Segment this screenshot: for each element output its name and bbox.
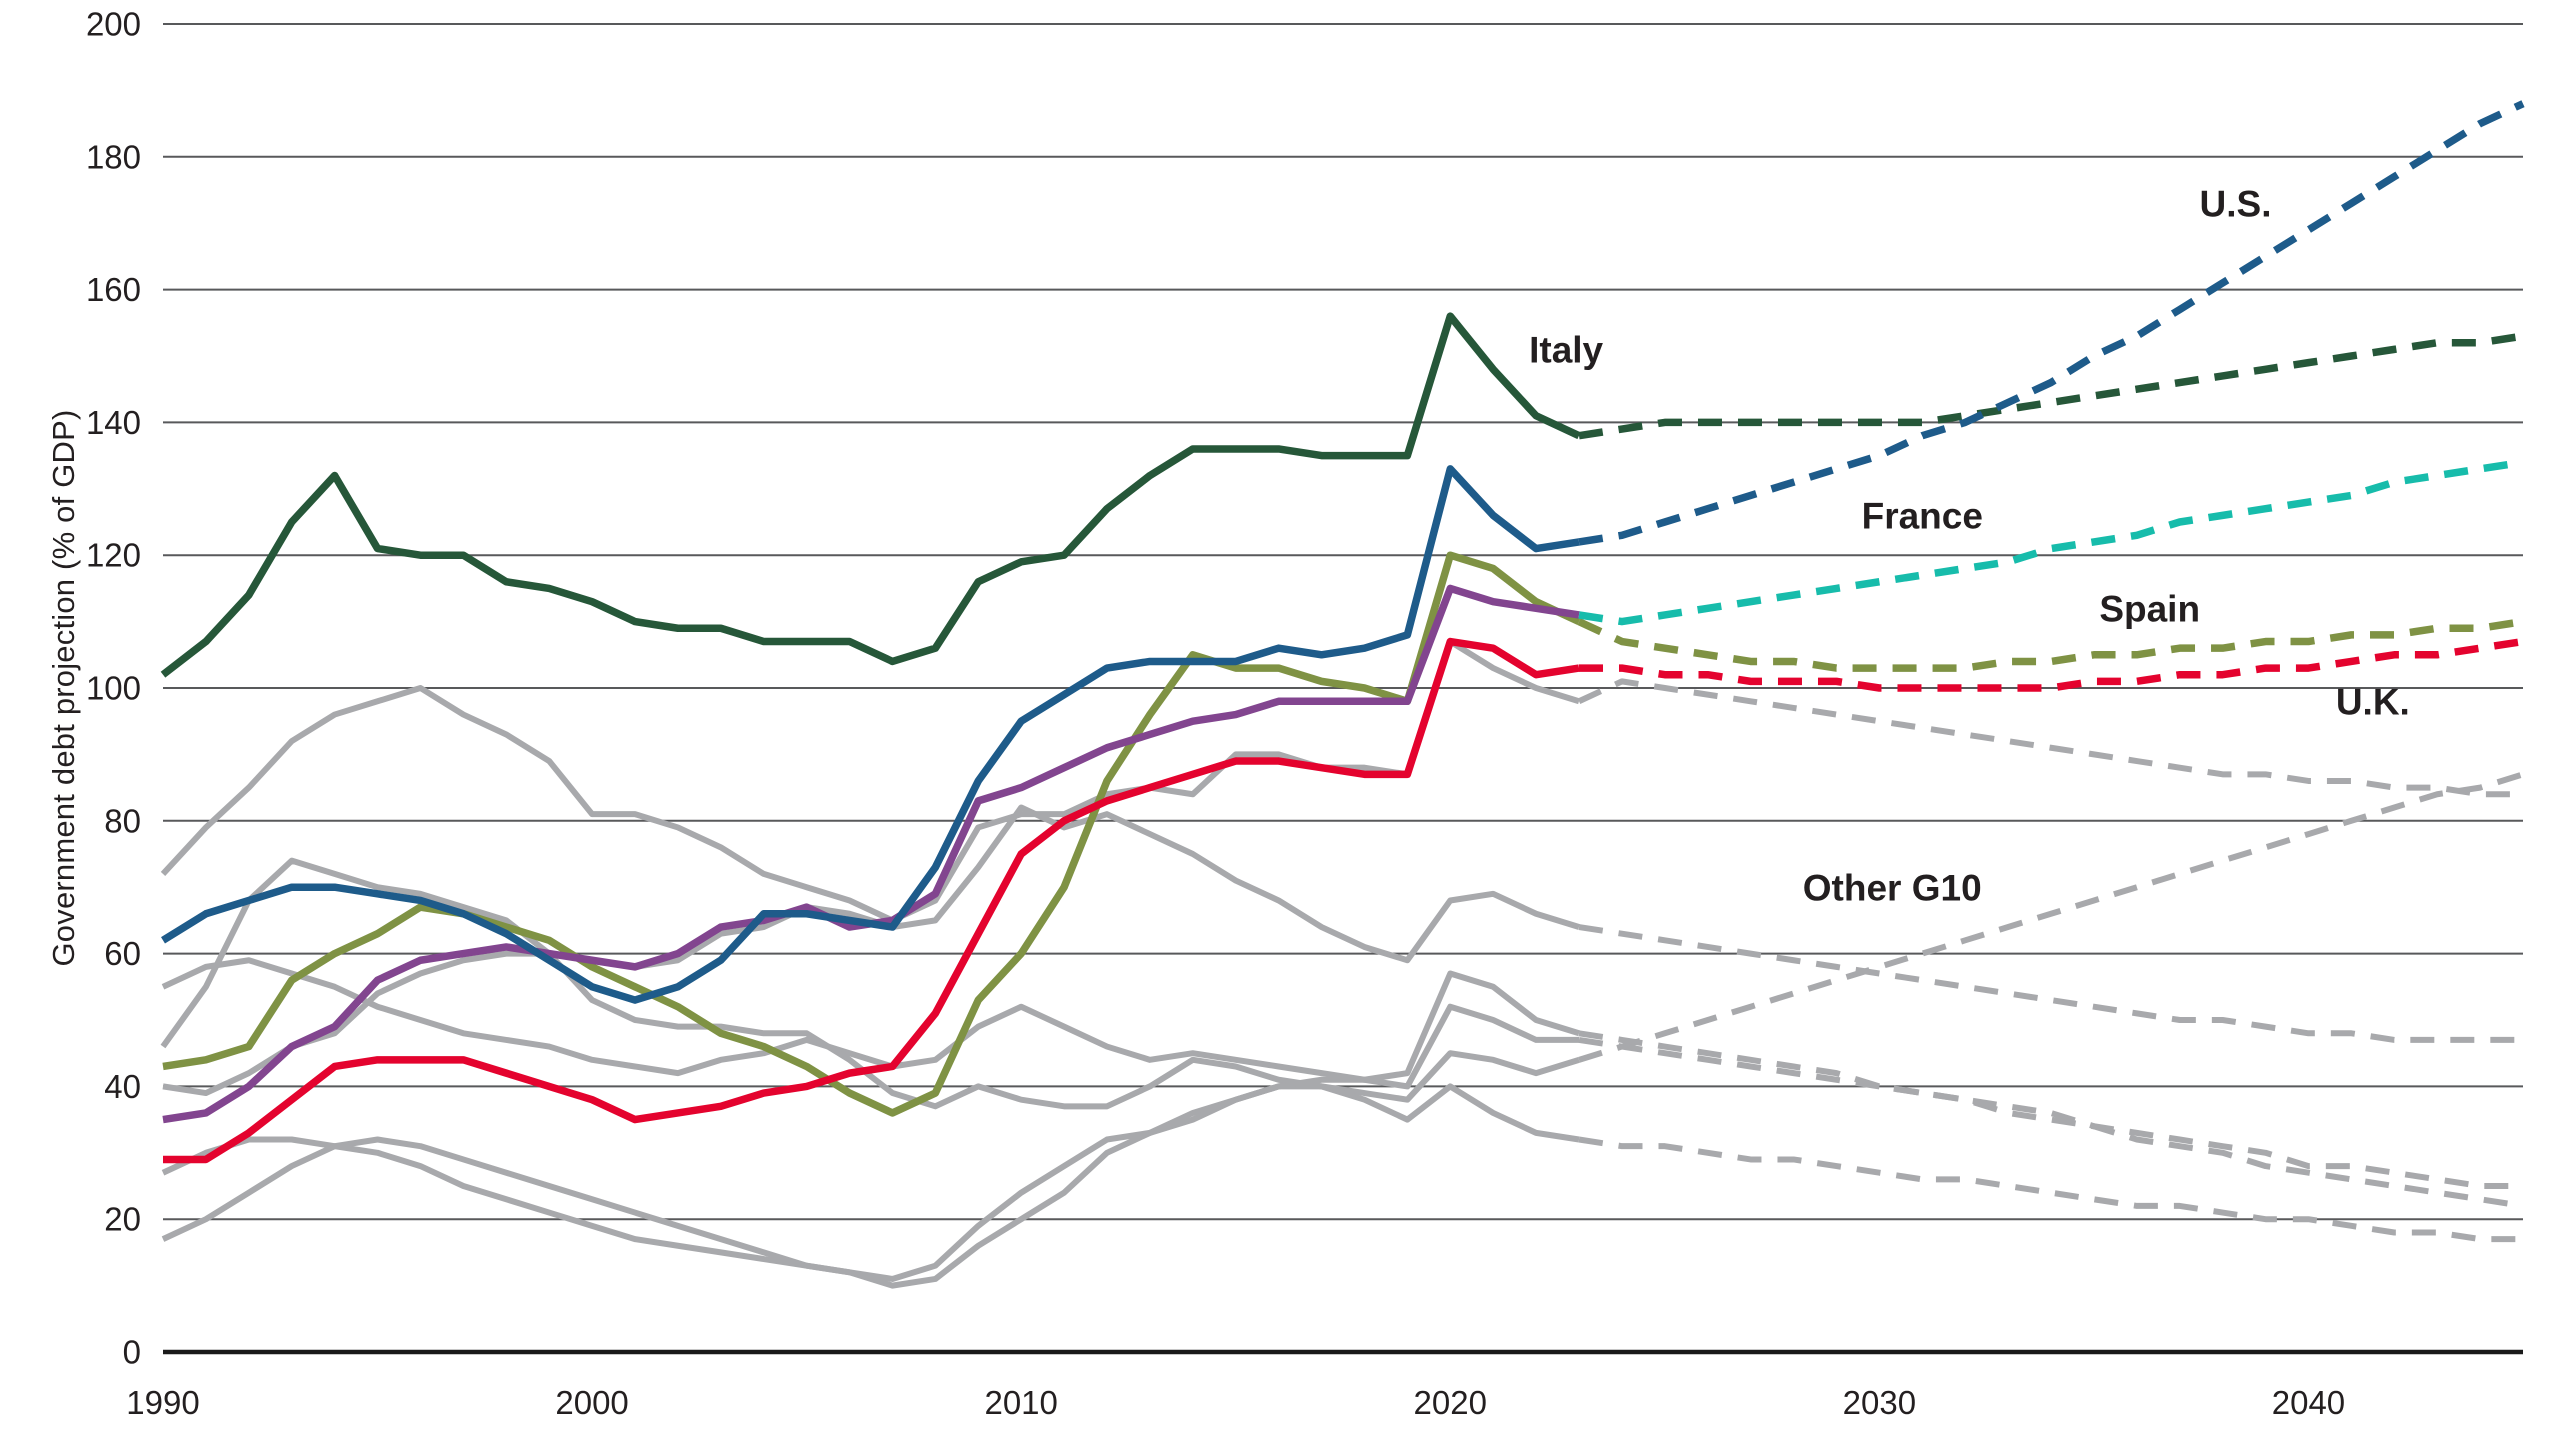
y-tick-label: 200 [86,6,141,43]
series-line-other-g10 [161,970,1580,1282]
series-line-other-g10 [160,857,1580,1143]
y-tick-label: 100 [86,670,141,707]
series-label-spain: Spain [2099,589,2200,630]
y-tick-label: 140 [86,404,141,441]
series-line-other-g10 [160,638,1580,924]
y-tick-label: 180 [86,138,141,175]
series-line-u-k- [163,637,1580,1164]
x-tick-label: 2020 [1414,1384,1487,1421]
series-label-u-s-: U.S. [2200,184,2272,225]
y-tick-label: 160 [86,271,141,308]
x-tick-label: 1990 [126,1384,199,1421]
series-line-other-g10 [161,1050,1580,1289]
x-tick-label: 2040 [2272,1384,2345,1421]
y-tick-label: 40 [104,1068,141,1105]
series-projection-other-g10 [1578,1136,2523,1243]
series-projection-france [1578,458,2524,626]
series-projection-other-g10 [1577,678,2523,798]
series-projection-u-s- [1578,100,2525,546]
y-tick-label: 120 [86,537,141,574]
series-line-other-g10 [162,804,1580,1097]
series-projection-other-g10 [1578,771,2524,1063]
series-line-other-g10 [161,957,1579,1090]
series-line-italy [160,312,1581,678]
series-projection-other-g10 [1578,1036,2524,1209]
series-label-u-k-: U.K. [2336,682,2410,723]
series-label-other-g10: Other G10 [1803,867,1982,908]
y-tick-label: 60 [104,935,141,972]
series-projection-spain [1577,617,2524,672]
series-line-spain [162,551,1581,1117]
series-projection-other-g10 [1578,1030,2523,1189]
series-line-france [162,584,1580,1124]
y-tick-label: 20 [104,1201,141,1238]
x-tick-label: 2000 [555,1384,628,1421]
y-tick-label: 0 [123,1334,141,1371]
series-label-italy: Italy [1529,330,1603,371]
series-label-france: France [1862,496,1983,537]
series-projection-other-g10 [1578,924,2523,1043]
series-line-u-s- [161,465,1580,1004]
y-axis-title: Government debt projection (% of GDP) [46,409,81,967]
y-tick-label: 80 [104,802,141,839]
x-tick-label: 2010 [984,1384,1057,1421]
x-tick-label: 2030 [1843,1384,1916,1421]
